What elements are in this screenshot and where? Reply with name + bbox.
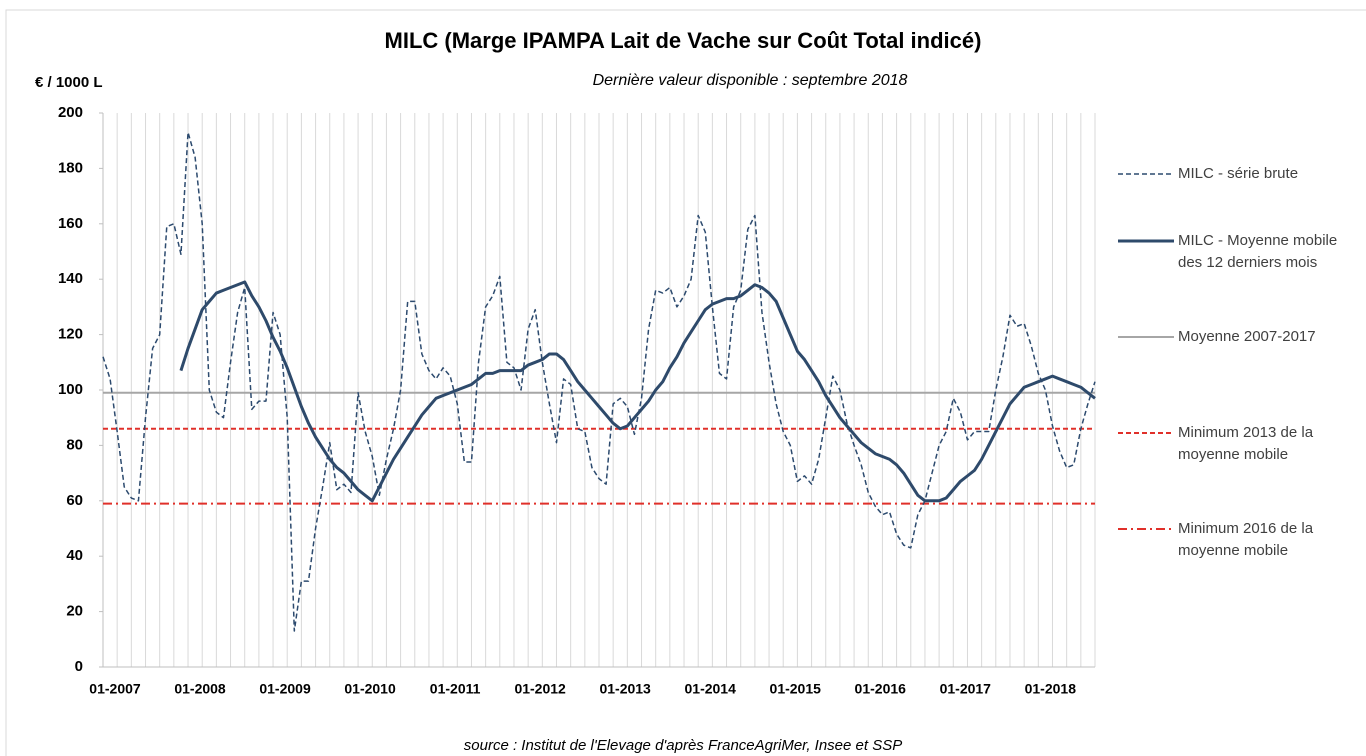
y-tick-label: 180 [58, 159, 83, 176]
subtitle: Dernière valeur disponible : septembre 2… [593, 72, 908, 89]
x-tick-label: 01-2018 [1025, 681, 1077, 697]
legend-label: Minimum 2013 de la moyenne mobile [1178, 424, 1314, 463]
y-tick-label: 140 [58, 270, 83, 287]
legend-label: Minimum 2016 de la moyenne mobile [1178, 520, 1314, 559]
x-tick-label: 01-2008 [174, 681, 226, 697]
legend-label: Moyenne 2007-2017 [1178, 328, 1316, 345]
y-tick-label: 80 [66, 436, 83, 453]
x-tick-label: 01-2010 [344, 681, 396, 697]
y-tick-label: 120 [58, 326, 83, 343]
y-tick-label: 200 [58, 104, 83, 121]
y-tick-label: 60 [66, 492, 83, 509]
x-tick-label: 01-2011 [430, 681, 481, 697]
x-tick-label: 01-2013 [599, 681, 651, 697]
y-axis-label: € / 1000 L [35, 74, 103, 91]
source: source : Institut de l'Elevage d'après F… [464, 737, 902, 754]
x-tick-label: 01-2017 [940, 681, 992, 697]
chart-frame [5, 9, 1366, 756]
series-line [179, 280, 1096, 503]
x-tick-label: 01-2014 [685, 681, 737, 697]
x-tick-label: 01-2012 [514, 681, 566, 697]
x-tick-label: 01-2007 [89, 681, 141, 697]
y-tick-label: 100 [58, 381, 83, 398]
x-tick-label: 01-2015 [770, 681, 822, 697]
x-tick-label: 01-2009 [259, 681, 311, 697]
y-tick-label: 20 [66, 603, 83, 620]
chart-title: MILC (Marge IPAMPA Lait de Vache sur Coû… [385, 28, 982, 53]
y-tick-label: 40 [66, 547, 83, 564]
series-line [102, 131, 1096, 632]
y-tick-label: 160 [58, 215, 83, 232]
y-tick-label: 0 [75, 658, 83, 675]
legend-label: MILC - Moyenne mobile des 12 derniers mo… [1178, 232, 1338, 271]
x-tick-label: 01-2016 [855, 681, 907, 697]
legend-label: MILC - série brute [1178, 165, 1299, 182]
